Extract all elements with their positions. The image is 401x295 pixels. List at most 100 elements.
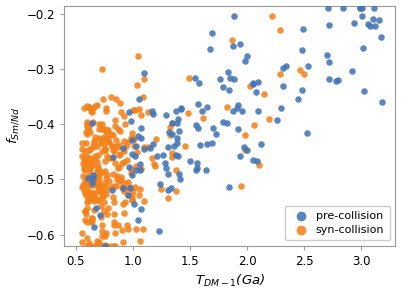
Legend: pre-collision, syn-collision: pre-collision, syn-collision: [285, 206, 390, 240]
syn-collision: [89, 215, 95, 220]
syn-collision: [79, 140, 85, 145]
syn-collision: [99, 193, 105, 198]
pre-collision: [91, 224, 98, 229]
syn-collision: [158, 187, 164, 191]
syn-collision: [82, 190, 89, 195]
syn-collision: [91, 243, 98, 248]
syn-collision: [120, 181, 127, 186]
syn-collision: [141, 145, 147, 150]
pre-collision: [195, 126, 202, 131]
syn-collision: [93, 238, 100, 243]
syn-collision: [89, 197, 95, 202]
pre-collision: [371, 6, 377, 11]
pre-collision: [174, 135, 180, 140]
syn-collision: [92, 104, 99, 108]
pre-collision: [132, 144, 139, 149]
syn-collision: [119, 161, 126, 165]
syn-collision: [136, 193, 142, 198]
pre-collision: [204, 142, 210, 147]
pre-collision: [192, 122, 199, 127]
syn-collision: [96, 127, 102, 131]
pre-collision: [241, 58, 248, 63]
syn-collision: [112, 160, 118, 165]
syn-collision: [169, 155, 175, 160]
syn-collision: [86, 147, 92, 152]
syn-collision: [82, 158, 89, 163]
syn-collision: [99, 234, 105, 239]
syn-collision: [90, 183, 96, 188]
pre-collision: [326, 23, 332, 27]
syn-collision: [115, 222, 122, 227]
pre-collision: [234, 106, 240, 110]
pre-collision: [258, 142, 264, 146]
syn-collision: [82, 168, 88, 172]
syn-collision: [129, 130, 135, 135]
pre-collision: [173, 153, 179, 157]
pre-collision: [230, 108, 237, 113]
pre-collision: [237, 154, 244, 158]
pre-collision: [379, 99, 385, 104]
pre-collision: [279, 83, 286, 88]
pre-collision: [126, 109, 132, 114]
pre-collision: [324, 53, 330, 58]
syn-collision: [83, 243, 90, 248]
syn-collision: [131, 144, 138, 149]
syn-collision: [112, 118, 119, 122]
syn-collision: [103, 129, 109, 134]
pre-collision: [243, 147, 250, 152]
pre-collision: [253, 159, 260, 163]
pre-collision: [138, 206, 144, 211]
pre-collision: [101, 243, 108, 248]
pre-collision: [168, 121, 175, 126]
pre-collision: [137, 135, 144, 140]
syn-collision: [84, 175, 90, 180]
syn-collision: [124, 222, 131, 227]
pre-collision: [367, 24, 373, 29]
syn-collision: [173, 168, 179, 172]
syn-collision: [110, 223, 117, 228]
syn-collision: [153, 136, 160, 141]
syn-collision: [88, 216, 95, 221]
syn-collision: [102, 147, 109, 151]
pre-collision: [375, 18, 382, 23]
pre-collision: [255, 79, 261, 84]
pre-collision: [235, 126, 241, 131]
syn-collision: [106, 140, 112, 145]
syn-collision: [121, 149, 127, 153]
syn-collision: [89, 191, 95, 196]
pre-collision: [197, 143, 204, 148]
syn-collision: [111, 243, 117, 248]
syn-collision: [121, 138, 127, 143]
syn-collision: [91, 143, 97, 148]
syn-collision: [99, 148, 105, 153]
syn-collision: [79, 154, 85, 159]
pre-collision: [349, 68, 356, 73]
syn-collision: [266, 117, 273, 121]
syn-collision: [111, 200, 117, 204]
pre-collision: [194, 161, 200, 165]
pre-collision: [168, 186, 174, 191]
pre-collision: [217, 77, 223, 82]
syn-collision: [106, 156, 112, 160]
pre-collision: [225, 70, 231, 75]
pre-collision: [132, 154, 139, 159]
syn-collision: [98, 141, 105, 145]
syn-collision: [115, 126, 121, 131]
syn-collision: [251, 123, 257, 128]
syn-collision: [84, 122, 91, 127]
pre-collision: [174, 154, 181, 158]
syn-collision: [86, 105, 93, 110]
pre-collision: [176, 172, 182, 176]
syn-collision: [129, 196, 136, 201]
syn-collision: [96, 187, 103, 192]
syn-collision: [87, 219, 94, 224]
syn-collision: [103, 128, 110, 133]
syn-collision: [95, 186, 102, 191]
syn-collision: [93, 159, 100, 164]
pre-collision: [163, 165, 170, 170]
pre-collision: [177, 177, 184, 181]
syn-collision: [110, 148, 116, 152]
pre-collision: [224, 121, 230, 126]
syn-collision: [101, 141, 107, 146]
syn-collision: [108, 131, 114, 136]
